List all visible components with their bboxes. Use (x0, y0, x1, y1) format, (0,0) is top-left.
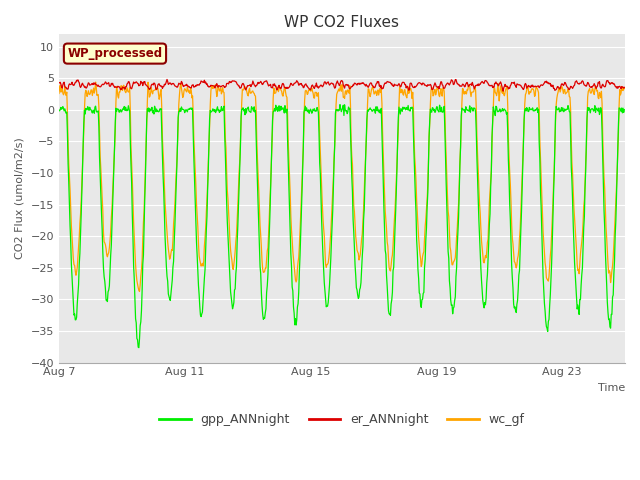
er_ANNnight (262, 78, 269, 84)
gpp_ANNnight (513, 301, 521, 307)
wc_gf (513, 262, 521, 267)
er_ANNnight (76, 80, 83, 85)
gpp_ANNnight (621, 107, 628, 112)
er_ANNnight (55, 80, 63, 85)
wc_gf (55, 91, 63, 96)
wc_gf (377, 90, 385, 96)
Legend: gpp_ANNnight, er_ANNnight, wc_gf: gpp_ANNnight, er_ANNnight, wc_gf (154, 408, 529, 432)
er_ANNnight (621, 84, 628, 90)
wc_gf (92, 79, 99, 85)
wc_gf (136, 288, 143, 294)
er_ANNnight (499, 88, 507, 94)
Line: wc_gf: wc_gf (59, 82, 625, 291)
wc_gf (189, 111, 197, 117)
wc_gf (262, 265, 270, 271)
Line: gpp_ANNnight: gpp_ANNnight (59, 105, 625, 348)
gpp_ANNnight (377, 110, 385, 116)
Line: er_ANNnight: er_ANNnight (59, 80, 625, 91)
wc_gf (292, 279, 300, 285)
gpp_ANNnight (292, 316, 300, 322)
wc_gf (76, 234, 83, 240)
gpp_ANNnight (76, 262, 83, 267)
wc_gf (621, 86, 628, 92)
gpp_ANNnight (135, 345, 143, 350)
gpp_ANNnight (55, 108, 63, 113)
X-axis label: Time: Time (598, 383, 625, 393)
er_ANNnight (189, 82, 196, 88)
er_ANNnight (292, 80, 300, 86)
gpp_ANNnight (336, 102, 344, 108)
er_ANNnight (376, 83, 384, 88)
Title: WP CO2 Fluxes: WP CO2 Fluxes (284, 15, 399, 30)
Y-axis label: CO2 Flux (umol/m2/s): CO2 Flux (umol/m2/s) (15, 137, 25, 259)
gpp_ANNnight (189, 108, 196, 113)
gpp_ANNnight (262, 310, 269, 316)
er_ANNnight (513, 81, 521, 87)
er_ANNnight (163, 77, 171, 83)
Text: WP_processed: WP_processed (67, 47, 163, 60)
